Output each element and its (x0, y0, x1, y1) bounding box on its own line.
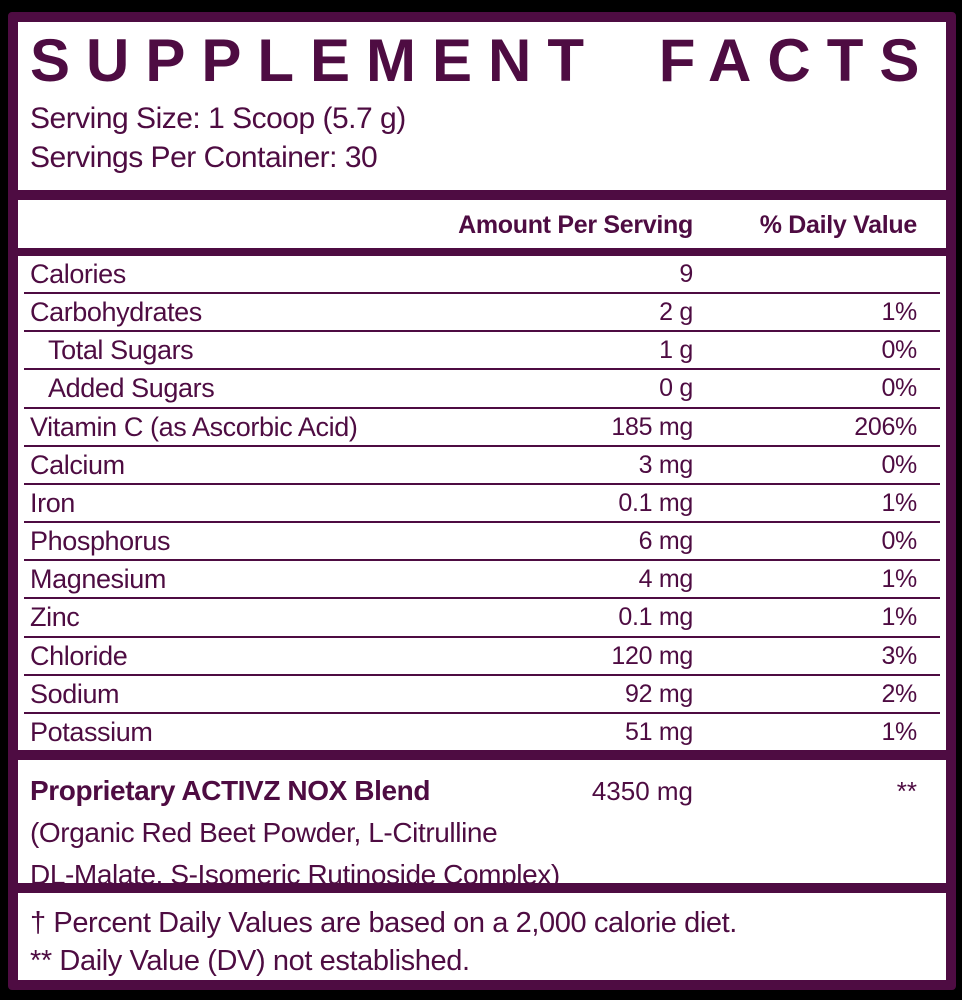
nutrient-row: Calories 9 (24, 256, 940, 292)
nutrient-amount: 92 mg (625, 679, 693, 708)
nutrient-amount: 0.1 mg (618, 488, 693, 517)
nutrient-label: Zinc (30, 602, 80, 633)
nutrient-amount: 6 mg (638, 527, 694, 556)
column-header-amount: Amount Per Serving (458, 211, 693, 239)
servings-per-container: Servings Per Container: 30 (30, 141, 378, 174)
nutrient-label: Phosphorus (30, 526, 171, 557)
nutrient-row: Phosphorus 6 mg 0% (24, 521, 940, 559)
proprietary-blend-section: Proprietary ACTIVZ NOX Blend 4350 mg ** … (18, 760, 946, 890)
nutrient-amount: 185 mg (611, 412, 693, 441)
nutrient-daily-value: 0% (881, 374, 917, 403)
nutrient-daily-value: 1% (881, 298, 917, 327)
nutrient-amount: 1 g (659, 336, 693, 365)
nutrient-amount: 0 g (659, 374, 693, 403)
nutrient-label: Calcium (30, 449, 125, 480)
footnotes-section: † Percent Daily Values are based on a 2,… (18, 893, 946, 980)
nutrient-amount: 51 mg (625, 717, 693, 746)
nutrient-daily-value: 2% (881, 679, 917, 708)
nutrient-amount: 9 (679, 260, 693, 288)
nutrient-row: Calcium 3 mg 0% (24, 444, 940, 483)
nutrient-row: Chloride 120 mg 3% (24, 635, 940, 674)
nutrient-row: Iron 0.1 mg 1% (24, 482, 940, 521)
nutrient-label: Calories (30, 259, 126, 289)
nutrient-label: Magnesium (30, 564, 166, 595)
nutrient-daily-value: 0% (881, 450, 917, 479)
nutrient-row: Potassium 51 mg 1% (24, 711, 940, 750)
nutrient-amount: 4 mg (638, 565, 694, 594)
nutrient-daily-value: 0% (881, 527, 917, 556)
nutrient-label: Iron (30, 487, 75, 518)
blend-dv-asterisks: ** (896, 776, 917, 806)
nutrient-row: Total Sugars 1 g 0% (24, 330, 940, 368)
section-divider (18, 750, 946, 760)
nutrient-daily-value: 1% (881, 565, 917, 594)
nutrient-label: Vitamin C (as Ascorbic Acid) (30, 411, 358, 442)
nutrient-label: Sodium (30, 678, 120, 709)
nutrient-label: Total Sugars (48, 335, 194, 366)
section-divider (18, 248, 946, 256)
footnote-daily-values: † Percent Daily Values are based on a 2,… (30, 907, 737, 939)
table-column-header: Amount Per Serving % Daily Value (18, 200, 946, 248)
nutrient-amount: 2 g (659, 298, 693, 327)
nutrient-label: Added Sugars (48, 373, 215, 404)
nutrient-amount: 0.1 mg (618, 603, 693, 632)
nutrient-row: Added Sugars 0 g 0% (24, 368, 940, 406)
nutrient-daily-value: 206% (854, 412, 917, 441)
blend-amount: 4350 mg (591, 776, 693, 806)
column-header-row: Amount Per Serving % Daily Value (24, 200, 940, 248)
nutrient-amount: 3 mg (638, 450, 694, 479)
nutrient-label: Potassium (30, 716, 153, 747)
panel-header: SUPPLEMENT FACTS Serving Size: 1 Scoop (… (18, 22, 946, 190)
nutrient-row: Sodium 92 mg 2% (24, 673, 940, 712)
supplement-facts-panel: SUPPLEMENT FACTS Serving Size: 1 Scoop (… (8, 12, 956, 990)
blend-ingredients-line: (Organic Red Beet Powder, L-Citrulline (30, 817, 498, 848)
nutrient-daily-value: 1% (881, 603, 917, 632)
nutrient-row: Vitamin C (as Ascorbic Acid) 185 mg 206% (24, 406, 940, 445)
nutrient-table: Calories 9 Carbohydrates 2 g 1% Total Su… (18, 256, 946, 750)
nutrient-label: Chloride (30, 640, 128, 671)
nutrient-daily-value: 3% (881, 641, 917, 670)
nutrient-row: Carbohydrates 2 g 1% (24, 292, 940, 330)
nutrient-row: Zinc 0.1 mg 1% (24, 597, 940, 635)
nutrient-daily-value: 0% (881, 336, 917, 365)
nutrient-amount: 120 mg (611, 641, 693, 670)
section-divider (18, 883, 946, 893)
panel-title: SUPPLEMENT FACTS (30, 27, 936, 94)
serving-size: Serving Size: 1 Scoop (5.7 g) (30, 102, 406, 135)
blend-name: Proprietary ACTIVZ NOX Blend (30, 775, 431, 806)
nutrient-daily-value: 1% (881, 488, 917, 517)
nutrient-row: Magnesium 4 mg 1% (24, 559, 940, 597)
blend-row: Proprietary ACTIVZ NOX Blend 4350 mg ** (24, 770, 940, 812)
footnote-dv-not-established: ** Daily Value (DV) not established. (30, 945, 470, 977)
nutrient-label: Carbohydrates (30, 297, 202, 328)
column-header-daily-value: % Daily Value (759, 211, 918, 239)
nutrient-daily-value: 1% (881, 717, 917, 746)
section-divider (18, 190, 946, 200)
